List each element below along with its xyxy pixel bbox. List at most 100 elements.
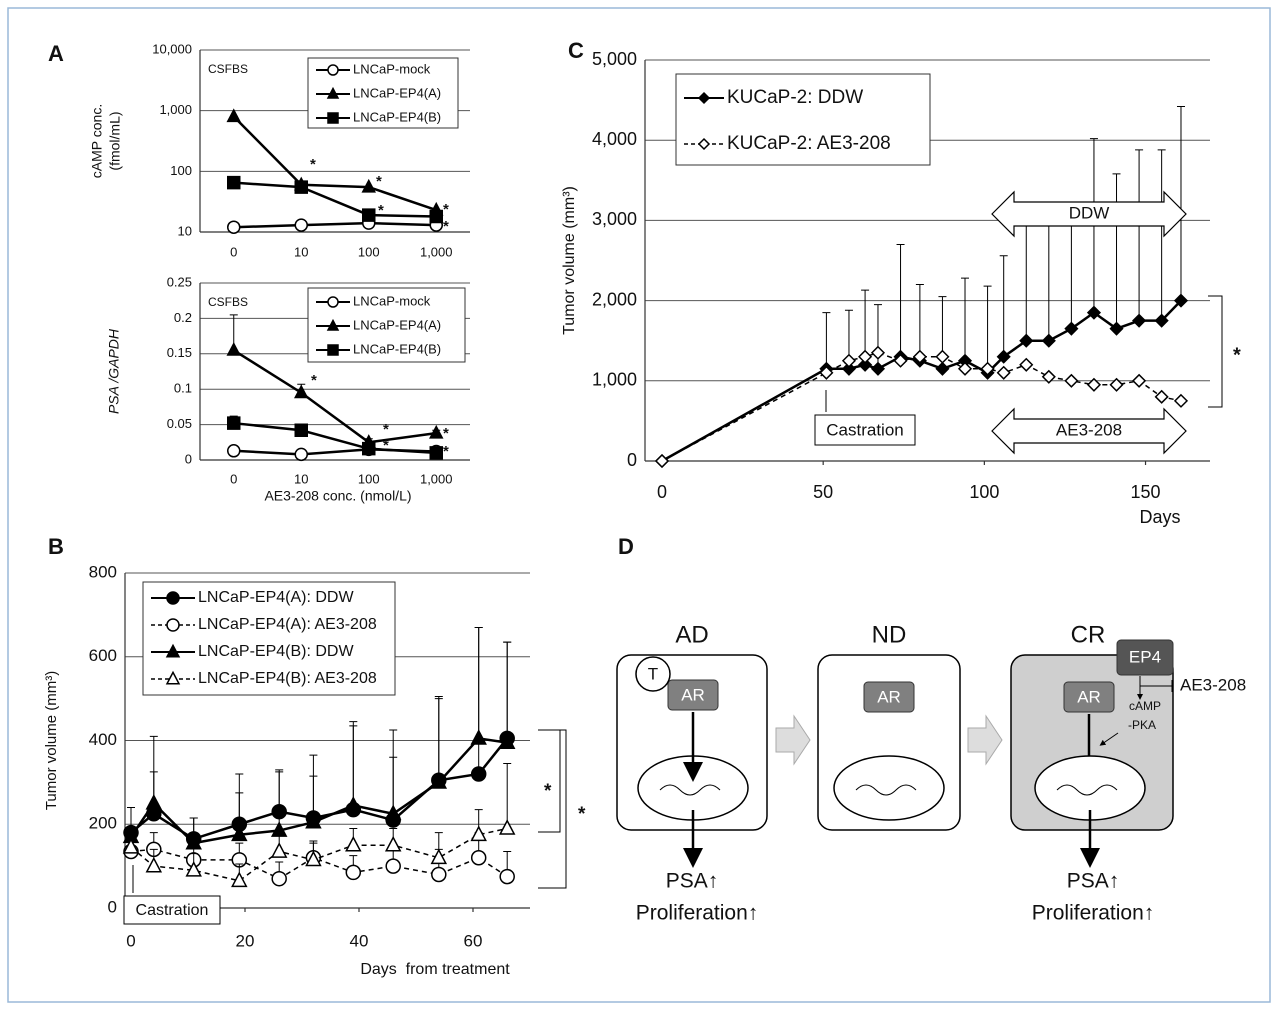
x-tick-label: 100 <box>358 471 380 486</box>
error-bar <box>503 763 512 829</box>
x-tick-label: 100 <box>969 482 999 502</box>
legend-label: LNCaP-EP4(A) <box>353 317 441 332</box>
marker <box>429 424 444 439</box>
marker <box>327 296 339 308</box>
marker <box>345 864 362 881</box>
significance-mark: * <box>310 156 316 173</box>
marker <box>429 446 443 460</box>
error-bar <box>474 626 483 739</box>
marker <box>957 361 973 376</box>
marker <box>1173 393 1189 408</box>
ep4-label: EP4 <box>1129 647 1161 666</box>
marker <box>270 842 288 858</box>
marker <box>697 91 711 105</box>
error-bar <box>149 735 158 804</box>
marker <box>893 353 908 368</box>
output-label: Proliferation↑ <box>636 902 759 925</box>
y-tick-label: 600 <box>89 646 117 665</box>
panel-letter: A <box>48 41 64 66</box>
series-line <box>233 221 437 229</box>
y-tick-label: 2,000 <box>592 289 637 309</box>
condition-label: CSFBS <box>208 295 248 309</box>
marker <box>271 870 287 887</box>
event-box <box>123 895 221 925</box>
marker <box>362 441 376 456</box>
marker <box>499 868 515 885</box>
y-tick-label: 200 <box>89 814 117 833</box>
series-line <box>233 181 437 218</box>
marker <box>431 866 447 883</box>
bracket <box>1208 295 1223 408</box>
marker <box>498 733 516 749</box>
series-line <box>233 349 437 444</box>
receptor-label: AR <box>681 685 705 704</box>
marker <box>231 825 248 842</box>
error-bar <box>983 285 992 373</box>
error-bar <box>434 698 443 783</box>
error-bar <box>915 284 924 361</box>
panel-letter: C <box>568 38 584 63</box>
error-bar <box>503 641 512 743</box>
marker <box>1019 333 1034 348</box>
receptor-label: AR <box>877 687 901 706</box>
marker <box>227 220 241 234</box>
marker <box>1086 377 1102 392</box>
marker <box>227 175 241 190</box>
y-tick-label: 400 <box>89 730 117 749</box>
error-bar <box>1176 106 1185 301</box>
marker <box>1109 377 1124 392</box>
phase-label: DDW <box>1069 203 1110 222</box>
marker <box>185 833 202 850</box>
marker <box>165 670 181 685</box>
marker <box>1064 321 1079 336</box>
signal-label: cAMP <box>1129 699 1161 713</box>
event-box <box>814 414 916 446</box>
error-bar <box>1112 173 1121 329</box>
frame <box>7 7 1271 1003</box>
significance-mark: * <box>1233 344 1241 366</box>
signal-label: -PKA <box>1128 718 1156 732</box>
y-tick-label: 3,000 <box>592 209 637 229</box>
y-tick-label: 0.2 <box>174 310 192 325</box>
condition-label: CSFBS <box>208 62 248 76</box>
marker <box>1109 321 1124 336</box>
error-bar <box>1022 219 1031 341</box>
marker <box>294 447 308 462</box>
marker <box>819 365 834 380</box>
block-arrow <box>775 714 811 766</box>
marker <box>165 643 181 658</box>
error-bar <box>1067 219 1076 329</box>
y-tick-label: 10 <box>178 223 192 238</box>
significance-mark: * <box>376 173 382 190</box>
marker <box>227 416 241 430</box>
marker <box>1086 305 1102 320</box>
marker <box>345 796 362 812</box>
nucleus <box>833 755 945 821</box>
y-axis-title: Tumor volume (mm³) <box>43 671 60 810</box>
x-axis-title: Days <box>1139 507 1180 527</box>
marker <box>362 208 376 222</box>
y-tick-label: 0 <box>108 897 117 916</box>
significance-mark: * <box>383 437 389 454</box>
legend-label: KUCaP-2: AE3-208 <box>727 133 891 154</box>
marker <box>227 444 241 458</box>
marker <box>841 353 857 368</box>
cell <box>817 654 961 831</box>
marker <box>294 180 308 194</box>
marker <box>166 618 180 632</box>
marker <box>166 591 180 605</box>
marker <box>498 819 516 835</box>
significance-mark: * <box>443 201 449 218</box>
y-axis-title: PSA /GAPDH <box>106 328 122 414</box>
marker <box>327 64 339 76</box>
error-bar <box>1044 211 1053 341</box>
x-axis-title: AE3-208 conc. (nmol/L) <box>264 488 411 504</box>
marker <box>980 361 995 376</box>
x-tick-label: 0 <box>657 482 667 502</box>
significance-mark: * <box>311 372 317 389</box>
error-bar <box>389 729 398 814</box>
legend-box <box>675 73 931 166</box>
marker <box>858 357 873 372</box>
